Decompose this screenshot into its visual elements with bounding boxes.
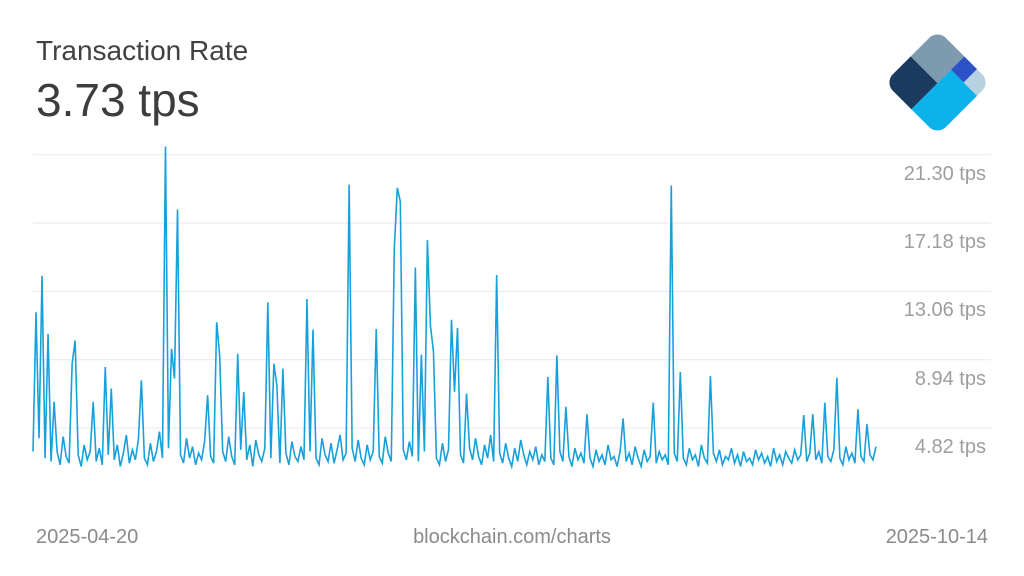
chart-canvas[interactable] xyxy=(0,140,1024,500)
chart-area xyxy=(0,140,1024,500)
current-value: 3.73 tps xyxy=(36,74,200,126)
transaction-rate-series xyxy=(32,146,877,470)
x-axis-end-date: 2025-10-14 xyxy=(885,526,988,548)
y-axis-tick-label: 17.18 tps xyxy=(903,231,986,254)
chart-header: Transaction Rate 3.73 tps xyxy=(36,34,248,126)
blockchain-logo-icon xyxy=(884,29,991,136)
y-axis-tick-label: 8.94 tps xyxy=(914,367,986,390)
watermark-text: blockchain.com/charts xyxy=(413,526,611,548)
y-axis-tick-label: 4.82 tps xyxy=(914,436,986,458)
x-axis-start-date: 2025-04-20 xyxy=(36,526,139,548)
grid-lines xyxy=(33,154,991,429)
y-axis-tick-label: 21.30 tps xyxy=(903,162,986,185)
page-title: Transaction Rate xyxy=(36,35,249,66)
x-axis-row: 2025-04-20 blockchain.com/charts 2025-10… xyxy=(0,524,1024,550)
y-axis-tick-label: 13.06 tps xyxy=(903,299,986,322)
